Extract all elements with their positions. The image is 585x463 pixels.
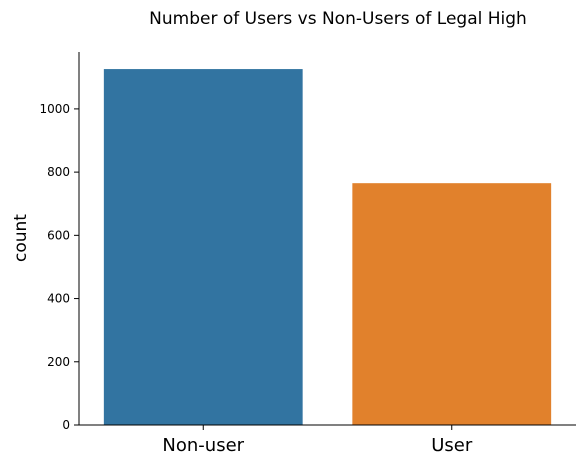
y-axis-label: count [11,214,31,262]
x-tick-label: User [431,435,473,456]
y-tick-label: 400 [47,292,70,306]
y-axis-ticks: 0 200 400 600 800 1000 [39,102,79,432]
bar-non-user [103,69,303,425]
y-tick-label: 800 [47,165,70,179]
x-tick-label: Non-user [162,435,244,456]
bar-user [352,183,552,425]
y-tick-label: 600 [47,228,70,242]
y-tick-label: 200 [47,355,70,369]
y-tick-label: 0 [62,418,70,432]
chart-title: Number of Users vs Non-Users of Legal Hi… [149,9,527,29]
y-tick-label: 1000 [39,102,70,116]
x-axis-ticks: Non-user User [162,425,473,456]
bars-group [103,69,552,425]
